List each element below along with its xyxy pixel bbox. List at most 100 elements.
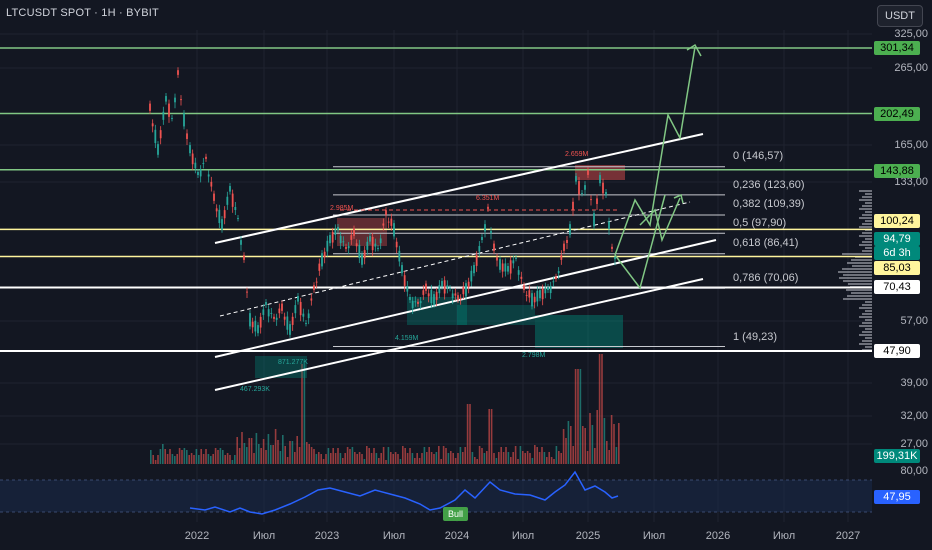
volume-profile-bar (843, 298, 872, 300)
volume-bar (154, 460, 157, 464)
volume-bar (572, 446, 574, 464)
candle-body (614, 257, 616, 260)
candle-body (281, 303, 283, 311)
volume-bar (356, 454, 358, 464)
candle-body (409, 297, 411, 300)
volume-bar (207, 454, 210, 464)
candle-body (490, 231, 492, 234)
candle-body (186, 133, 188, 139)
candle-body (342, 241, 345, 243)
candle-body (197, 172, 199, 175)
candle-body (533, 296, 536, 303)
volume-bar (176, 454, 178, 464)
candle-body (403, 275, 406, 286)
candle-body (310, 298, 313, 301)
candle-body (611, 246, 613, 249)
volume-bar (361, 454, 363, 464)
candle-body (331, 231, 334, 243)
projection-path-small (639, 197, 681, 243)
candle-body (154, 129, 157, 144)
channel-line (214, 133, 704, 244)
candle-body (369, 236, 371, 242)
candle-body (517, 270, 520, 275)
candle-body (326, 240, 329, 252)
volume-bar (445, 448, 447, 464)
volume-bar (370, 453, 373, 464)
candle-body (355, 243, 358, 247)
candle-body (406, 286, 409, 292)
volume-bar (303, 364, 306, 464)
candle-body (385, 210, 387, 215)
candle-body (602, 182, 604, 194)
projection-path-arrow (686, 43, 702, 57)
price-tag: 202,49 (874, 107, 920, 121)
volume-bar (598, 354, 601, 464)
candle-body (438, 285, 441, 294)
candle-body (307, 313, 310, 319)
volume-bar (570, 426, 572, 464)
fib-label: 0 (146,57) (733, 150, 784, 162)
rsi-line (189, 470, 619, 515)
candle-body (157, 144, 159, 155)
volume-bar (238, 448, 241, 464)
candle-body (257, 325, 259, 334)
volume-profile-bar (859, 244, 872, 246)
candle-body (473, 265, 475, 274)
candle-body (478, 246, 481, 252)
candle-body (180, 99, 182, 101)
volume-bar (294, 452, 296, 464)
volume-bar (322, 459, 325, 464)
volume-bar (541, 447, 543, 464)
volume-bar (183, 448, 186, 464)
candle-body (528, 290, 531, 298)
fib-label: 0,618 (86,41) (733, 237, 799, 249)
volume-bar (193, 455, 195, 464)
volume-bar (198, 455, 200, 464)
price-axis-label: 57,00 (900, 315, 928, 327)
candle-body (226, 196, 229, 205)
volume-bar (306, 442, 308, 464)
volume-bar (512, 452, 514, 464)
volume-bar (226, 453, 229, 464)
candle-body (218, 209, 221, 224)
volume-bar (217, 450, 219, 464)
volume-bar (584, 428, 586, 464)
candle-body (194, 162, 197, 169)
candle-body (371, 236, 374, 251)
currency-button[interactable]: USDT (877, 5, 923, 27)
channel-line (214, 239, 717, 358)
candle-body (321, 253, 323, 267)
candle-body (350, 235, 353, 240)
volume-bar (397, 454, 399, 464)
candle-body (422, 290, 425, 295)
volume-profile-bar (838, 271, 872, 273)
volume-bar (442, 446, 445, 464)
volume-bar (478, 446, 481, 464)
candle-body (496, 257, 498, 261)
volume-bar (615, 447, 618, 464)
volume-bar (390, 452, 392, 464)
volume-bar (433, 454, 435, 464)
volume-profile-bar (862, 241, 872, 243)
volume-bar (510, 457, 512, 464)
candle-body (465, 283, 467, 297)
candle-body (398, 250, 401, 262)
candle-body (286, 316, 289, 330)
volume-bar (344, 453, 346, 464)
volume-bar (476, 459, 478, 464)
symbol-title[interactable]: LTCUSDT SPOT · 1H · BYBIT (6, 7, 159, 19)
volume-bar (505, 447, 507, 464)
candle-body (575, 176, 577, 182)
volume-profile-bar (865, 310, 872, 312)
volume-bar (459, 447, 462, 464)
volume-bar (224, 455, 226, 464)
candle-body (339, 235, 342, 244)
candle-body (584, 185, 586, 190)
candle-body (608, 221, 610, 229)
candle-body (202, 162, 205, 164)
time-axis-label: 2023 (314, 530, 340, 542)
candle-body (411, 300, 414, 309)
volume-profile-bar (862, 196, 872, 198)
candle-body (379, 238, 382, 244)
